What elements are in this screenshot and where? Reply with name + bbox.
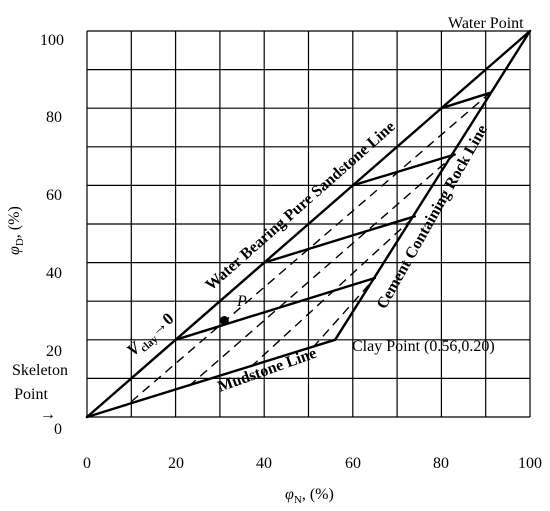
x-axis-label: φN, (%)	[285, 486, 334, 506]
solid-guide-line	[351, 153, 456, 187]
x-tick-label: 40	[256, 455, 272, 472]
point-markers	[219, 316, 229, 325]
dashed-guide-line	[250, 215, 416, 368]
y-tick-label: 100	[40, 32, 64, 49]
skeleton-point-annotation: Skeleton Point →	[12, 362, 68, 423]
series-lines	[85, 29, 532, 419]
y-tick-label: 60	[46, 187, 62, 204]
y-tick-label-zero: 0	[54, 421, 62, 438]
y-tick-label: 20	[46, 343, 62, 360]
solid-guide-line	[174, 276, 377, 341]
sandstone-line-label: Water Bearing Pure Sandstone Line	[202, 118, 398, 294]
mudstone-line	[85, 338, 337, 419]
clay-point-label: Clay Point (0.56,0.20)	[352, 338, 495, 355]
y-tick-label: 80	[46, 109, 62, 126]
water-bearing-pure-sandstone-line	[85, 29, 532, 419]
x-tick-label: 80	[433, 455, 449, 472]
grid	[86, 30, 531, 418]
skeleton-arrow: →	[40, 406, 56, 423]
dashed-guide-line	[188, 153, 456, 387]
x-tick-label: 0	[83, 455, 91, 472]
water-point-label: Water Point	[448, 15, 524, 32]
solid-guide-line	[263, 215, 416, 264]
y-axis-label: φD, (%)	[6, 206, 26, 255]
solid-guide-line	[440, 91, 492, 110]
cement-containing-rock-line	[333, 29, 532, 341]
x-tick-labels: 0 20 40 60 80 100	[83, 455, 542, 472]
dashed-guide-line	[130, 92, 491, 403]
x-tick-label: 20	[168, 455, 184, 472]
dashed-guide-line	[312, 277, 376, 348]
x-tick-label: 100	[518, 455, 542, 472]
y-tick-label: 40	[46, 265, 62, 282]
skeleton-label-line1: Skeleton	[12, 362, 68, 379]
point-p-label: P	[236, 293, 247, 310]
y-tick-labels: 20 40 60 80 100 0	[40, 32, 64, 438]
point-p-marker	[219, 316, 229, 325]
x-tick-label: 60	[345, 455, 361, 472]
skeleton-label-line2: Point	[14, 386, 48, 403]
